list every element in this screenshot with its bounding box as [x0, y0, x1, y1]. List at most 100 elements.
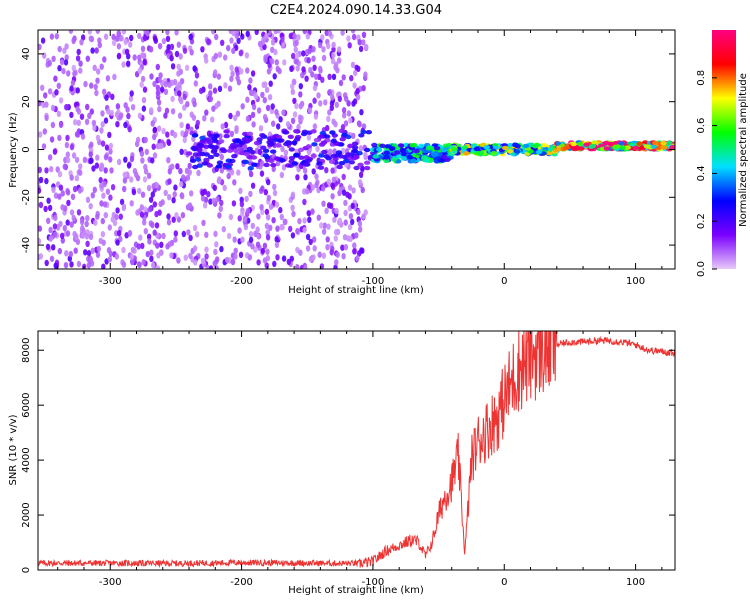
spectrogram-cell — [270, 103, 275, 110]
spectrogram-cell — [632, 145, 640, 150]
spectrogram-cell — [161, 37, 167, 45]
spectrogram-cell — [229, 37, 234, 44]
spectrogram-cell — [52, 223, 58, 230]
spectrogram-cell — [340, 30, 345, 36]
spectrogram-cell — [219, 167, 224, 174]
spectrogram-cell — [338, 79, 344, 87]
spectrogram-cell — [140, 242, 145, 250]
spectrogram-cell — [137, 261, 142, 269]
spectrogram-cell — [89, 82, 94, 89]
spectrogram-cell — [65, 230, 71, 237]
spectrogram-cell — [102, 56, 107, 63]
spectrogram-cell — [360, 186, 365, 194]
spectrogram-cell — [290, 117, 296, 125]
spectrogram-cell — [331, 51, 336, 59]
spectrogram-cell — [57, 193, 62, 200]
spectrogram-cell — [154, 210, 159, 218]
spectrogram-cell — [383, 150, 391, 155]
spectrogram-cell — [130, 104, 136, 111]
spectrogram-cell — [235, 143, 243, 148]
spectrogram-cell — [156, 99, 162, 106]
spectrogram-cell — [176, 63, 181, 71]
spectrogram-cell — [109, 167, 114, 174]
spectrogram-cell — [149, 255, 154, 262]
spectrogram-cell — [57, 171, 63, 178]
spectrogram-cell — [248, 236, 254, 244]
spectrogram-cell — [321, 252, 327, 259]
spectrogram-cell — [213, 230, 218, 238]
spectrogram-cell — [189, 190, 194, 197]
spectrogram-cell — [325, 124, 330, 132]
spectrogram-cell — [140, 157, 145, 164]
spectrogram-cell — [169, 55, 174, 62]
spectrogram-cell — [334, 61, 339, 68]
spectrogram-cell — [191, 133, 199, 138]
snr-xtick-label: -100 — [362, 577, 385, 588]
spectrogram-cell — [318, 134, 325, 139]
spectrogram-cell — [212, 184, 217, 192]
spectrogram-cell — [353, 165, 360, 171]
spectrogram-cell — [260, 91, 265, 99]
spectrogram-cell — [298, 102, 304, 109]
spectrogram-cell — [187, 169, 192, 176]
spectrogram-cell — [302, 198, 307, 206]
snr-xtick-label: 0 — [501, 577, 507, 588]
spectrogram-cell — [359, 247, 364, 254]
spectrogram-cell — [307, 216, 312, 223]
spectrogram-cell — [166, 157, 171, 164]
spectrogram-cell — [250, 222, 255, 230]
spectrogram-cell — [94, 47, 99, 54]
spectrogram-cell — [186, 229, 191, 236]
spectrogram-cell — [236, 37, 241, 44]
spectrogram-cell — [532, 144, 539, 149]
spectrogram-cell — [328, 148, 333, 155]
spectrogram-cell — [126, 162, 132, 169]
spectrogram-cell — [142, 219, 147, 226]
spectrogram-cell — [242, 159, 250, 165]
spectrogram-cell — [88, 203, 93, 210]
spectrogram-cell — [80, 224, 85, 232]
spectrogram-cell — [282, 59, 287, 66]
spectrogram-cell — [203, 157, 210, 163]
spectrogram-cell — [105, 188, 111, 195]
spectrogram-cell — [243, 223, 249, 231]
spectrogram-cell — [246, 146, 253, 152]
spectrogram-cell — [47, 154, 53, 161]
spectrogram-cell — [143, 206, 148, 213]
spectrogram-cell — [321, 228, 327, 235]
spectrogram-cell — [53, 214, 58, 222]
spectrogram-cell — [337, 217, 343, 224]
spectrogram-cell — [155, 63, 160, 71]
spectrogram-cell — [181, 174, 186, 181]
spectrogram-cell — [114, 111, 120, 118]
spectrogram-cell — [233, 253, 238, 260]
spectrogram-cell — [64, 141, 70, 149]
spectrogram-cell — [320, 34, 325, 41]
spectrogram-cell — [364, 147, 371, 153]
spectrogram-cell — [506, 149, 514, 154]
spectrogram-cell — [123, 121, 128, 129]
spectrogram-cell — [88, 233, 94, 241]
spectrogram-cell — [200, 257, 206, 264]
spectrogram-cell — [264, 222, 270, 230]
spectrogram-cell — [339, 137, 346, 142]
spectrogram-cell — [167, 81, 172, 88]
spectrogram-cell — [264, 32, 269, 40]
spectrogram-cell — [71, 214, 76, 222]
spectrogram-cell — [348, 160, 355, 165]
spectrogram-cell — [114, 253, 120, 260]
spectrogram-ytick-label: 40 — [21, 48, 32, 61]
spectrogram-cell — [275, 225, 280, 232]
spectrogram-cell — [271, 120, 276, 127]
spectrogram-cell — [70, 193, 76, 200]
spectrogram-cell — [95, 77, 100, 84]
spectrogram-cell — [223, 133, 230, 139]
spectrogram-cell — [286, 140, 293, 146]
spectrogram-cell — [45, 243, 51, 250]
spectrogram-cell — [60, 232, 65, 239]
spectrogram-cell — [152, 133, 157, 141]
spectrogram-cell — [400, 156, 407, 161]
spectrogram-cell — [305, 233, 311, 241]
spectrogram-cell — [327, 30, 333, 37]
